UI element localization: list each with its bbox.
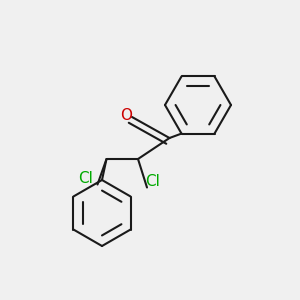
Text: Cl: Cl: [78, 171, 93, 186]
Text: O: O: [121, 108, 133, 123]
Text: Cl: Cl: [146, 174, 160, 189]
